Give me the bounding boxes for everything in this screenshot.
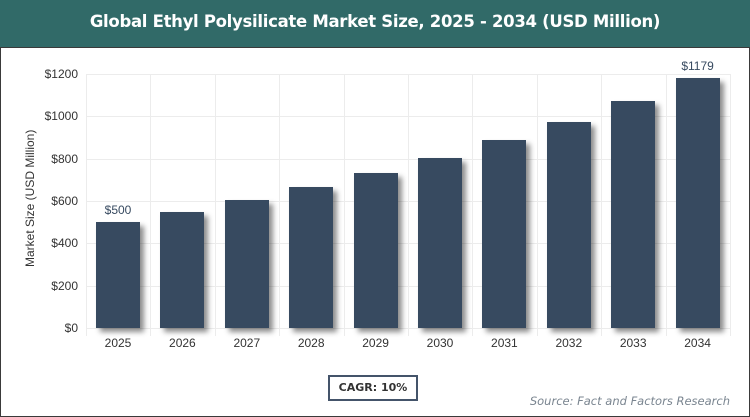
bar-2029 <box>353 173 398 328</box>
x-tick-label: 2031 <box>491 336 518 350</box>
y-tick-label: $400 <box>51 236 78 251</box>
x-tick-label: 2033 <box>619 336 647 350</box>
gridline <box>665 74 667 336</box>
gridline <box>472 74 474 336</box>
chart-title: Global Ethyl Polysilicate Market Size, 2… <box>89 12 661 31</box>
y-tick-label: $1200 <box>44 67 78 81</box>
gridline <box>730 74 731 336</box>
gridline <box>150 74 152 336</box>
bar-2028 <box>289 187 334 328</box>
bar-2033 <box>611 101 656 328</box>
bar-2031 <box>482 140 527 328</box>
gridline <box>343 74 345 336</box>
bar-2027 <box>224 199 269 328</box>
x-tick-label: 2034 <box>684 336 711 350</box>
y-tick-label: $1000 <box>44 109 78 124</box>
x-tick-label: 2028 <box>297 336 325 350</box>
gridline <box>214 74 216 336</box>
y-tick-label: $0 <box>64 321 78 335</box>
gridline <box>601 74 603 336</box>
y-tick-label: $600 <box>51 194 78 208</box>
x-tick-label: 2027 <box>233 336 261 350</box>
x-tick-label: 2032 <box>555 336 583 350</box>
data-label: $1179 <box>681 59 714 74</box>
gridline <box>279 74 281 336</box>
y-tick-label: $200 <box>51 278 78 293</box>
x-tick-label: 2029 <box>362 336 389 350</box>
bar-2032 <box>546 121 591 328</box>
source-note: Source: Fact and Factors Research <box>529 394 730 408</box>
gridline <box>408 74 409 336</box>
x-tick-label: 2026 <box>169 336 196 350</box>
x-tick-label: 2030 <box>426 336 454 350</box>
plot-area <box>86 74 731 336</box>
chart-header: Global Ethyl Polysilicate Market Size, 2… <box>0 0 750 48</box>
bar-2034 <box>675 78 720 328</box>
gridline <box>536 74 538 336</box>
y-tick-label: $800 <box>51 151 78 166</box>
bar-2025 <box>96 222 140 328</box>
bar-2030 <box>418 157 462 328</box>
gridline <box>86 74 87 336</box>
data-label: $500 <box>104 203 132 218</box>
x-tick-label: 2025 <box>104 336 132 350</box>
cagr-badge: CAGR: 10% <box>328 375 418 401</box>
bar-2026 <box>160 211 205 328</box>
